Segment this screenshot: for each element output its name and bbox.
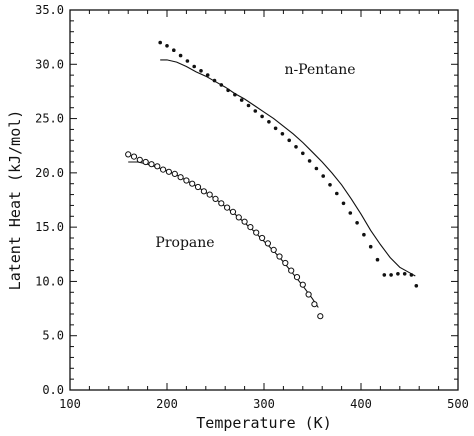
data-point-n-pentane <box>260 114 264 119</box>
data-point-n-pentane <box>219 83 224 87</box>
data-point-n-pentane <box>335 191 339 196</box>
data-point-propane <box>189 180 196 187</box>
data-point-propane <box>224 204 231 211</box>
y-tick-label: 25.0 <box>35 112 64 126</box>
tick-labels: 100 200 300 400 500 0.0 5.0 10.0 15.0 20.0 25.0 30.… <box>35 3 469 411</box>
data-point-n-pentane <box>362 232 366 237</box>
plot-frame <box>69 9 459 391</box>
data-point-n-pentane <box>212 78 217 83</box>
data-point-n-pentane <box>273 126 278 131</box>
data-point-n-pentane <box>402 272 407 276</box>
y-axis-label: Latent Heat (kJ/mol) <box>6 110 24 291</box>
data-point-propane <box>264 240 271 247</box>
x-tick-label: 500 <box>447 397 469 411</box>
x-tick-label: 200 <box>156 397 178 411</box>
data-point-n-pentane <box>246 103 251 108</box>
data-point-n-pentane <box>321 174 326 178</box>
data-point-propane <box>276 253 283 260</box>
x-tick-label: 100 <box>59 397 81 411</box>
data-point-n-pentane <box>328 183 332 187</box>
annotation-n-pentane: n-Pentane <box>284 62 355 78</box>
data-point-propane <box>171 170 178 177</box>
data-point-propane <box>259 234 266 242</box>
data-point-propane <box>177 174 184 181</box>
fit-curve-n-pentane <box>160 59 416 277</box>
y-tick-label: 20.0 <box>35 166 64 180</box>
data-point-propane <box>154 163 161 170</box>
data-point-n-pentane <box>253 109 258 113</box>
y-tick-label: 35.0 <box>35 3 64 17</box>
data-point-n-pentane <box>199 69 203 73</box>
data-point-n-pentane <box>267 120 271 124</box>
data-point-n-pentane <box>239 98 244 102</box>
data-point-propane <box>299 281 306 288</box>
data-point-propane <box>148 161 155 168</box>
x-axis-label: Temperature (K) <box>196 414 331 432</box>
data-point-propane <box>218 200 225 207</box>
data-point-n-pentane <box>192 64 196 69</box>
data-point-propane <box>282 259 289 267</box>
data-point-n-pentane <box>307 159 312 163</box>
data-point-propane <box>288 267 295 274</box>
y-tick-label: 10.0 <box>35 274 64 288</box>
axis-ticks <box>69 9 459 391</box>
y-tick-label: 30.0 <box>35 57 64 71</box>
fit-curves <box>128 59 416 308</box>
y-tick-label: 15.0 <box>35 220 64 234</box>
x-tick-label: 400 <box>350 397 372 411</box>
data-point-n-pentane <box>341 201 346 206</box>
data-point-propane <box>270 246 277 253</box>
y-tick-label: 0.0 <box>42 383 64 397</box>
data-point-n-pentane <box>178 53 183 58</box>
data-point-propane <box>183 177 190 184</box>
data-point-n-pentane <box>382 273 387 277</box>
data-point-n-pentane <box>301 151 305 156</box>
data-point-propane <box>200 188 207 195</box>
data-point-n-pentane <box>396 272 400 276</box>
data-point-propane <box>194 183 202 191</box>
data-point-n-pentane <box>226 88 230 93</box>
data-point-n-pentane <box>294 145 298 149</box>
data-point-n-pentane <box>414 284 419 288</box>
data-point-n-pentane <box>348 211 353 215</box>
data-point-propane <box>311 301 318 308</box>
data-point-propane <box>130 153 138 160</box>
data-point-n-pentane <box>280 132 285 136</box>
data-point-n-pentane <box>355 221 359 225</box>
data-point-propane <box>206 191 213 198</box>
data-point-propane <box>136 156 143 163</box>
data-point-n-pentane <box>233 92 237 97</box>
data-point-n-pentane <box>314 166 319 171</box>
data-point-propane <box>160 166 167 173</box>
data-point-n-pentane <box>205 73 210 77</box>
x-tick-label: 300 <box>253 397 275 411</box>
data-point-n-pentane <box>389 273 393 277</box>
data-point-propane <box>305 291 312 298</box>
data-point-n-pentane <box>375 257 380 262</box>
data-point-propane <box>235 214 242 221</box>
data-point-propane <box>229 208 237 215</box>
data-point-propane <box>212 195 219 202</box>
data-point-n-pentane <box>287 138 292 143</box>
data-point-n-pentane <box>158 40 162 45</box>
data-point-propane <box>293 274 301 281</box>
data-point-propane <box>142 158 149 166</box>
data-point-propane <box>125 151 132 158</box>
y-tick-label: 5.0 <box>42 329 64 343</box>
data-point-propane <box>253 229 260 236</box>
annotation-propane: Propane <box>155 235 214 251</box>
data-point-n-pentane <box>165 44 169 48</box>
data-points <box>125 40 419 320</box>
data-point-n-pentane <box>368 244 373 249</box>
data-point-propane <box>165 168 172 175</box>
data-point-n-pentane <box>172 48 176 52</box>
data-point-propane <box>241 218 248 225</box>
data-point-n-pentane <box>409 273 414 277</box>
data-point-propane <box>247 224 254 231</box>
data-point-n-pentane <box>185 59 190 63</box>
data-point-propane <box>317 313 324 320</box>
